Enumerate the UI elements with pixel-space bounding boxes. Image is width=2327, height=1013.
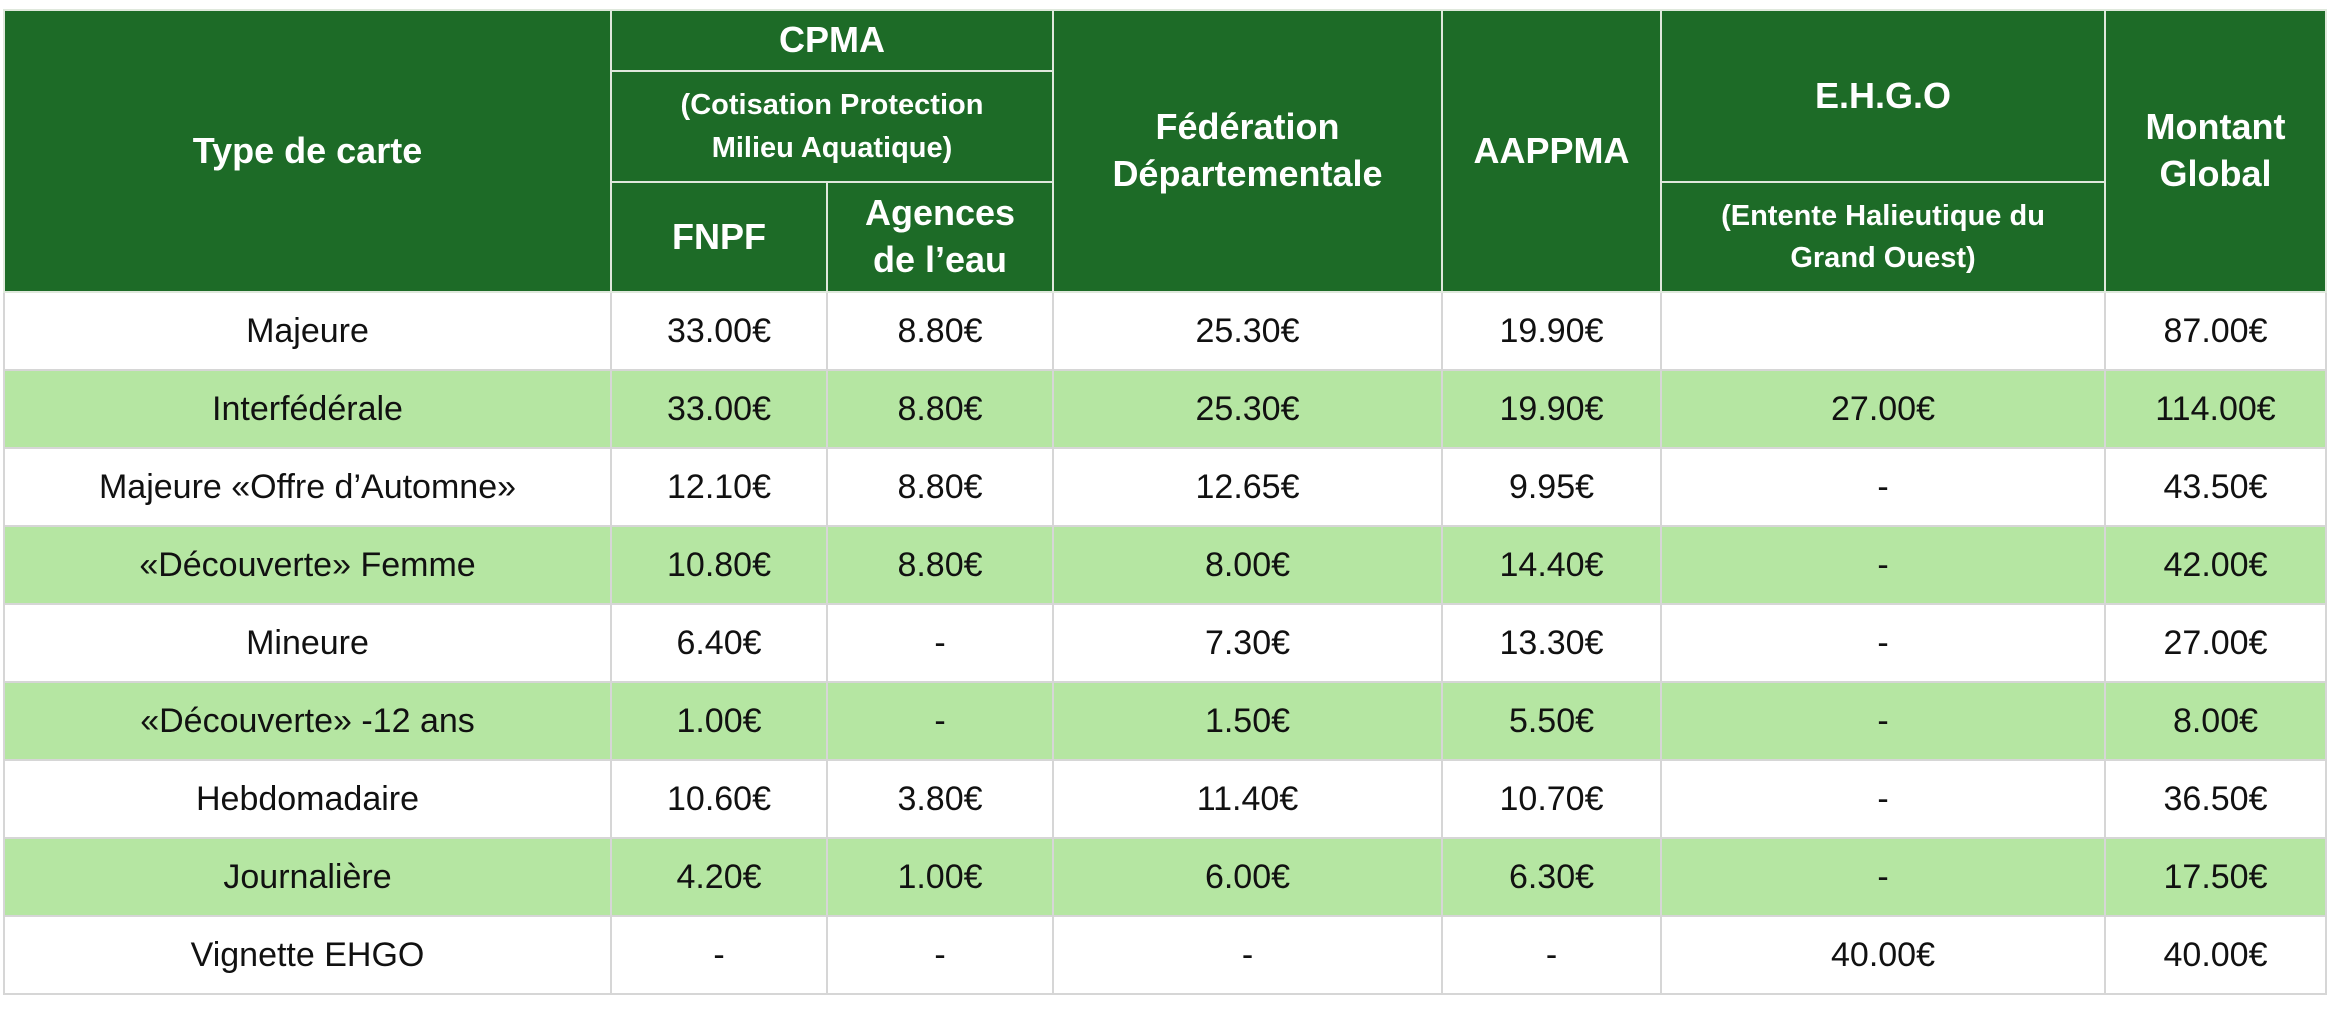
cell-montant: 40.00€ <box>2104 915 2327 995</box>
cell-ehgo: - <box>1660 447 2106 527</box>
cell-fnpf: 12.10€ <box>610 447 828 527</box>
cell-fnpf: 10.80€ <box>610 525 828 605</box>
table-row: Interfédérale 33.00€ 8.80€ 25.30€ 19.90€ 27.0… <box>3 369 2327 449</box>
header-agences: Agences de l’eau <box>826 181 1054 293</box>
cell-ehgo: - <box>1660 525 2106 605</box>
cell-aappma: 5.50€ <box>1441 681 1662 761</box>
cell-type: Vignette EHGO <box>3 915 612 995</box>
cell-aappma: 10.70€ <box>1441 759 1662 839</box>
cell-federation: 25.30€ <box>1052 291 1443 371</box>
cell-aappma: - <box>1441 915 1662 995</box>
cell-type: «Découverte» Femme <box>3 525 612 605</box>
header-ehgo-full: (Entente Halieutique du Grand Ouest) <box>1660 181 2106 293</box>
cell-federation: 12.65€ <box>1052 447 1443 527</box>
cell-agences: 8.80€ <box>826 447 1054 527</box>
table-row: Mineure 6.40€ -7.30€ 13.30€ -27.00€ <box>3 603 2327 683</box>
cell-ehgo: 40.00€ <box>1660 915 2106 995</box>
cell-type: Majeure <box>3 291 612 371</box>
cell-aappma: 19.90€ <box>1441 291 1662 371</box>
cell-ehgo: - <box>1660 759 2106 839</box>
cell-ehgo: - <box>1660 837 2106 917</box>
cell-type: Interfédérale <box>3 369 612 449</box>
cell-montant: 8.00€ <box>2104 681 2327 761</box>
cell-aappma: 9.95€ <box>1441 447 1662 527</box>
cell-aappma: 6.30€ <box>1441 837 1662 917</box>
cell-ehgo: - <box>1660 603 2106 683</box>
cell-ehgo: 27.00€ <box>1660 369 2106 449</box>
cell-fnpf: 10.60€ <box>610 759 828 839</box>
cell-aappma: 13.30€ <box>1441 603 1662 683</box>
table-row: Journalière 4.20€ 1.00€ 6.00€ 6.30€ -17.50€ <box>3 837 2327 917</box>
table-row: «Découverte» Femme 10.80€ 8.80€ 8.00€ 14.40€… <box>3 525 2327 605</box>
table-row: «Découverte» -12 ans 1.00€ -1.50€ 5.50€ -8.0… <box>3 681 2327 761</box>
table-row: Majeure 33.00€ 8.80€ 25.30€ 19.90€ 87.00€ <box>3 291 2327 371</box>
cell-montant: 43.50€ <box>2104 447 2327 527</box>
cell-federation: 7.30€ <box>1052 603 1443 683</box>
cell-agences: - <box>826 603 1054 683</box>
cell-montant: 87.00€ <box>2104 291 2327 371</box>
cell-type: «Découverte» -12 ans <box>3 681 612 761</box>
cell-montant: 114.00€ <box>2104 369 2327 449</box>
cell-federation: 1.50€ <box>1052 681 1443 761</box>
header-fnpf: FNPF <box>610 181 828 293</box>
cell-agences: 8.80€ <box>826 291 1054 371</box>
cell-federation: - <box>1052 915 1443 995</box>
cell-agences: - <box>826 681 1054 761</box>
table-row: Majeure «Offre d’Automne» 12.10€ 8.80€ 12.6… <box>3 447 2327 527</box>
cell-fnpf: 1.00€ <box>610 681 828 761</box>
table-row: Hebdomadaire 10.60€ 3.80€ 11.40€ 10.70€ -36.5… <box>3 759 2327 839</box>
tarifs-table: Type de carte CPMA Fédération Départemen… <box>3 9 2327 995</box>
cell-federation: 6.00€ <box>1052 837 1443 917</box>
cell-type: Majeure «Offre d’Automne» <box>3 447 612 527</box>
cell-ehgo: - <box>1660 681 2106 761</box>
header-montant-global: Montant Global <box>2104 9 2327 293</box>
cell-montant: 27.00€ <box>2104 603 2327 683</box>
cell-agences: 8.80€ <box>826 525 1054 605</box>
cell-fnpf: - <box>610 915 828 995</box>
cell-montant: 42.00€ <box>2104 525 2327 605</box>
cell-fnpf: 4.20€ <box>610 837 828 917</box>
header-aappma: AAPPMA <box>1441 9 1662 293</box>
cell-federation: 11.40€ <box>1052 759 1443 839</box>
cell-agences: 3.80€ <box>826 759 1054 839</box>
cell-agences: 1.00€ <box>826 837 1054 917</box>
header-ehgo: E.H.G.O <box>1660 9 2106 183</box>
header-cpma: CPMA <box>610 9 1054 72</box>
cell-montant: 17.50€ <box>2104 837 2327 917</box>
cell-type: Mineure <box>3 603 612 683</box>
header-cpma-full: (Cotisation Protection Milieu Aquatique) <box>610 70 1054 183</box>
cell-type: Journalière <box>3 837 612 917</box>
cell-type: Hebdomadaire <box>3 759 612 839</box>
cell-federation: 8.00€ <box>1052 525 1443 605</box>
cell-agences: 8.80€ <box>826 369 1054 449</box>
cell-aappma: 14.40€ <box>1441 525 1662 605</box>
header-type-de-carte: Type de carte <box>3 9 612 293</box>
cell-agences: - <box>826 915 1054 995</box>
cell-aappma: 19.90€ <box>1441 369 1662 449</box>
cell-fnpf: 33.00€ <box>610 369 828 449</box>
header-federation: Fédération Départementale <box>1052 9 1443 293</box>
cell-ehgo <box>1660 291 2106 371</box>
cell-fnpf: 33.00€ <box>610 291 828 371</box>
cell-fnpf: 6.40€ <box>610 603 828 683</box>
cell-montant: 36.50€ <box>2104 759 2327 839</box>
cell-federation: 25.30€ <box>1052 369 1443 449</box>
table-row: Vignette EHGO - - - -40.00€ 40.00€ <box>3 915 2327 995</box>
